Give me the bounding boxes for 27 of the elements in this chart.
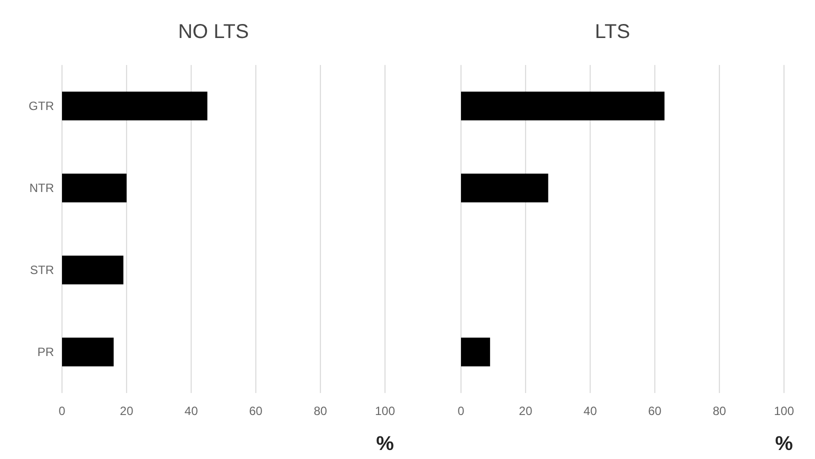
chart-title: NO LTS — [178, 21, 249, 43]
bar — [62, 256, 124, 284]
x-axis-title: % — [775, 433, 794, 455]
bar — [461, 92, 664, 120]
x-tick-label: 20 — [518, 404, 533, 418]
y-tick-label: PR — [37, 345, 54, 360]
x-tick-label: 80 — [712, 404, 726, 418]
x-tick-label: 40 — [584, 404, 598, 418]
x-tick-label: 60 — [249, 404, 263, 418]
x-tick-label: 80 — [314, 404, 328, 418]
x-tick-label: 0 — [58, 404, 66, 418]
x-tick-label: 20 — [120, 404, 134, 418]
bar — [62, 92, 208, 120]
y-tick-label: GTR — [28, 99, 54, 114]
y-tick-label: STR — [30, 263, 54, 278]
x-tick-label: 100 — [774, 404, 794, 418]
bar — [461, 174, 548, 202]
chart-title: LTS — [594, 21, 630, 43]
x-tick-label: 40 — [184, 404, 198, 418]
x-axis-title: % — [376, 433, 394, 455]
x-tick-label: 0 — [458, 404, 465, 418]
x-tick-label: 60 — [648, 404, 662, 418]
bar — [62, 174, 127, 202]
x-tick-label: 100 — [374, 404, 396, 418]
bar — [461, 338, 490, 366]
bar — [62, 338, 114, 366]
y-tick-label: NTR — [29, 181, 54, 196]
